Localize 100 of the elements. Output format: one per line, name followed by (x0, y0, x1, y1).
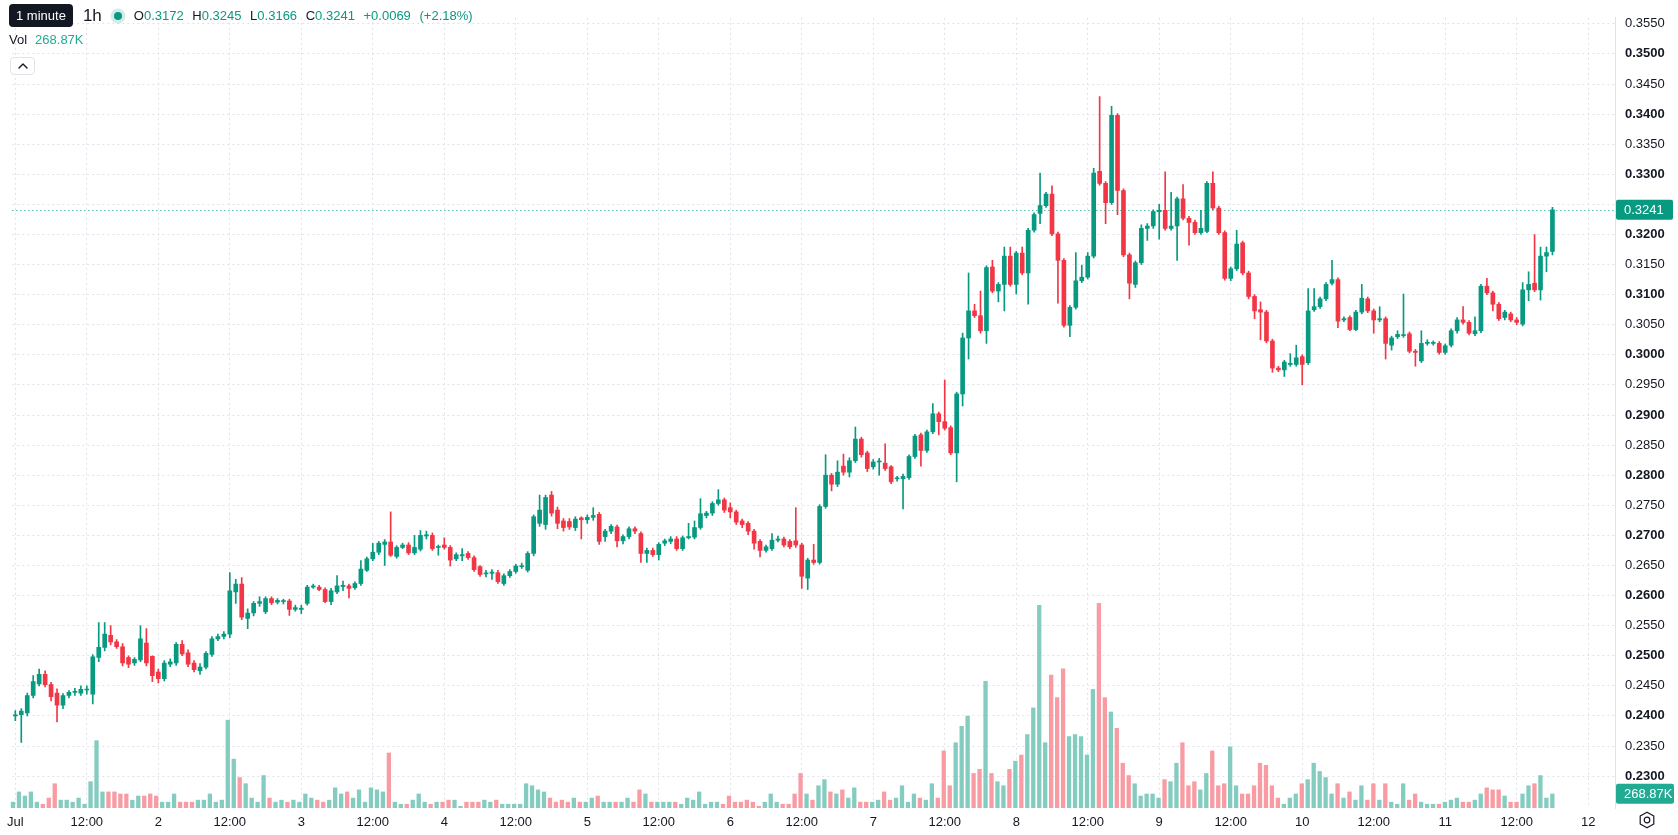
x-tick-label: 6 (726, 814, 734, 830)
bar (416, 793, 421, 808)
bar (136, 795, 141, 808)
bar (547, 797, 553, 808)
bar (1114, 728, 1119, 808)
bar (1377, 799, 1382, 808)
bar (953, 742, 958, 808)
x-tick-label: 4 (440, 814, 448, 830)
y-tick-label: 0.3300 (1625, 165, 1665, 181)
bar (1466, 801, 1471, 808)
bar (130, 799, 135, 808)
bar (1269, 785, 1275, 808)
bar (685, 797, 690, 808)
bar (207, 793, 213, 808)
bar (529, 785, 535, 808)
bar (667, 801, 672, 808)
bar (696, 791, 702, 808)
bar (34, 801, 39, 808)
bar (738, 801, 744, 808)
bar (1341, 797, 1346, 808)
bar (1401, 783, 1406, 808)
bar (1454, 797, 1460, 808)
y-tick-label: 0.2450 (1625, 677, 1665, 693)
bar (237, 777, 242, 808)
bar (333, 787, 338, 808)
bar (708, 801, 714, 808)
bar (905, 801, 911, 808)
bar (285, 801, 290, 808)
bar (58, 799, 63, 808)
bar (941, 750, 946, 808)
y-tick-label: 0.2400 (1625, 707, 1665, 723)
bar (315, 799, 320, 808)
bar (559, 799, 565, 808)
x-tick-label: 12:00 (213, 814, 247, 830)
y-tick-label: 0.2850 (1625, 436, 1665, 452)
y-tick-label: 0.3500 (1625, 45, 1665, 61)
bar (1335, 783, 1340, 808)
bar (899, 785, 905, 808)
bar (643, 793, 648, 808)
bar (1054, 697, 1060, 808)
x-tick-label: 12:00 (928, 814, 962, 830)
bar (1251, 785, 1257, 808)
bar (887, 799, 893, 808)
bar (1120, 762, 1125, 808)
bar (1233, 785, 1239, 808)
y-tick-label: 0.2500 (1625, 647, 1665, 663)
candlestick (1311, 288, 1317, 312)
bar (1293, 793, 1298, 808)
bar (870, 801, 875, 808)
candlestick (1329, 260, 1335, 286)
bar (565, 801, 571, 808)
y-tick-label: 0.2650 (1625, 557, 1665, 573)
bar (380, 791, 386, 808)
bar (356, 789, 362, 808)
bar (1299, 783, 1304, 808)
bar (148, 793, 153, 808)
bar (374, 789, 380, 808)
bar (22, 795, 28, 808)
bar (834, 793, 839, 808)
bar (1025, 734, 1030, 808)
bar (321, 801, 326, 808)
x-tick-label: 12:00 (1357, 814, 1390, 830)
bar (1532, 783, 1537, 808)
bar (691, 799, 696, 808)
bar (1389, 801, 1394, 808)
bar (1090, 689, 1096, 808)
bar (840, 789, 845, 808)
y-tick-label: 0.3100 (1625, 286, 1665, 302)
bar (434, 801, 439, 808)
bar (344, 791, 350, 808)
bar (553, 801, 559, 808)
y-tick-label: 0.2700 (1625, 526, 1665, 542)
bar (494, 799, 499, 808)
bar (983, 680, 988, 808)
bar (1043, 742, 1048, 808)
bar (523, 783, 529, 808)
x-tick-label: 12:00 (499, 814, 533, 830)
bar (875, 799, 881, 808)
text: O0.3172 H0.3245 L0.3166 C0.3241 +0.0069 (+2.18%) (133, 7, 473, 23)
x-tick-label: 8 (1012, 814, 1020, 830)
bar (1407, 799, 1412, 808)
candlestick (1472, 316, 1478, 336)
bar (1418, 801, 1424, 808)
bar (1132, 783, 1137, 808)
y-tick-label: 0.3450 (1625, 75, 1665, 91)
y-tick-label: 0.3350 (1625, 135, 1665, 151)
bar (846, 797, 851, 808)
x-tick-label: 3 (297, 814, 305, 830)
bar (201, 799, 207, 808)
x-tick-label: 5 (583, 814, 591, 830)
x-tick-label: 7 (869, 814, 877, 830)
bar (1162, 779, 1167, 808)
bar (1031, 707, 1036, 808)
chart-title: 1h (82, 5, 102, 26)
bar (1472, 799, 1477, 808)
bar (923, 799, 929, 808)
bar (52, 783, 57, 808)
bar (46, 797, 51, 808)
y-tick-label: 0.3150 (1625, 256, 1665, 272)
bar (649, 801, 654, 808)
